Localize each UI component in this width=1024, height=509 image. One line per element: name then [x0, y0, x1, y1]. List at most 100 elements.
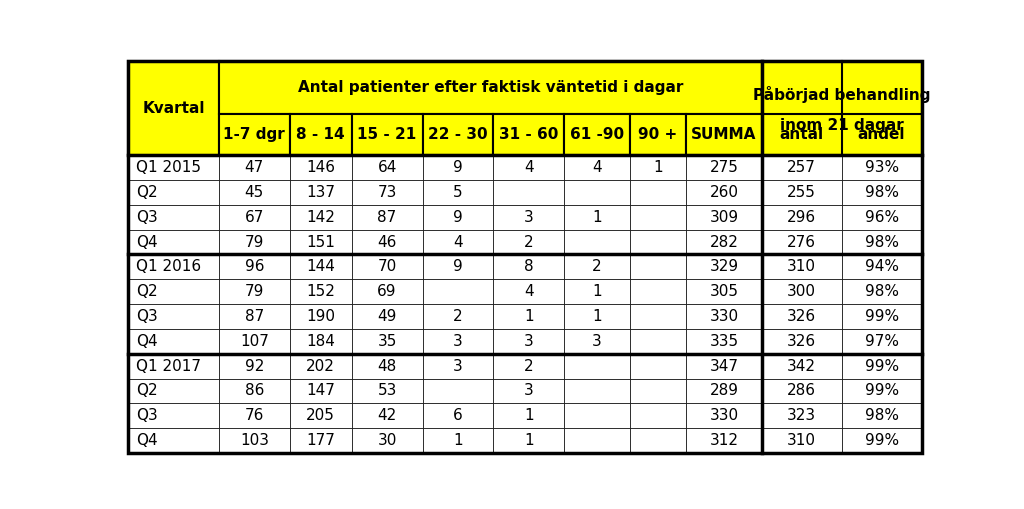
Bar — [494, 205, 564, 230]
Text: 1: 1 — [524, 309, 534, 324]
Bar — [494, 428, 564, 453]
Text: antal: antal — [779, 127, 823, 142]
Text: Q2: Q2 — [136, 185, 158, 200]
Bar — [219, 114, 290, 155]
Bar — [842, 428, 922, 453]
Text: 257: 257 — [787, 160, 816, 175]
Bar — [762, 180, 842, 205]
Bar — [219, 254, 290, 279]
Bar — [630, 354, 686, 379]
Bar — [842, 279, 922, 304]
Bar — [494, 279, 564, 304]
Text: 98%: 98% — [864, 185, 899, 200]
Text: 99%: 99% — [864, 359, 899, 374]
Bar — [842, 329, 922, 354]
Text: 92: 92 — [245, 359, 264, 374]
Text: 1: 1 — [524, 433, 534, 448]
Bar — [351, 230, 423, 254]
Bar — [423, 205, 494, 230]
Text: 98%: 98% — [864, 408, 899, 423]
Bar — [219, 155, 290, 180]
Text: 255: 255 — [787, 185, 816, 200]
Bar — [630, 403, 686, 428]
Text: 22 - 30: 22 - 30 — [428, 127, 487, 142]
Text: 1: 1 — [524, 408, 534, 423]
Bar — [290, 354, 351, 379]
Bar — [686, 205, 762, 230]
Text: 312: 312 — [710, 433, 738, 448]
Bar — [564, 205, 630, 230]
Bar — [564, 403, 630, 428]
Text: 305: 305 — [710, 284, 738, 299]
Bar — [564, 230, 630, 254]
Text: 4: 4 — [454, 235, 463, 249]
Text: 296: 296 — [787, 210, 816, 224]
Bar — [290, 155, 351, 180]
Bar — [423, 354, 494, 379]
Text: 146: 146 — [306, 160, 335, 175]
Text: Q4: Q4 — [136, 433, 158, 448]
Bar — [762, 254, 842, 279]
Bar — [630, 279, 686, 304]
Bar — [290, 379, 351, 403]
Text: 326: 326 — [787, 334, 816, 349]
Text: 98%: 98% — [864, 235, 899, 249]
Bar — [842, 254, 922, 279]
Text: 45: 45 — [245, 185, 264, 200]
Text: 202: 202 — [306, 359, 335, 374]
Bar — [351, 403, 423, 428]
Text: 1: 1 — [454, 433, 463, 448]
Bar — [686, 354, 762, 379]
Text: 184: 184 — [306, 334, 335, 349]
Text: 42: 42 — [378, 408, 396, 423]
Text: 330: 330 — [710, 309, 738, 324]
Text: 2: 2 — [454, 309, 463, 324]
Bar — [128, 329, 219, 354]
Text: 142: 142 — [306, 210, 335, 224]
Bar — [494, 114, 564, 155]
Text: 3: 3 — [592, 334, 602, 349]
Text: Q3: Q3 — [136, 408, 158, 423]
Text: 8: 8 — [524, 260, 534, 274]
Bar — [630, 114, 686, 155]
Text: 4: 4 — [524, 160, 534, 175]
Text: Antal patienter efter faktisk väntetid i dagar: Antal patienter efter faktisk väntetid i… — [298, 80, 683, 95]
Text: 323: 323 — [787, 408, 816, 423]
Text: 94%: 94% — [864, 260, 899, 274]
Bar — [686, 279, 762, 304]
Bar — [630, 379, 686, 403]
Bar — [351, 114, 423, 155]
Text: 342: 342 — [787, 359, 816, 374]
Bar — [128, 304, 219, 329]
Bar — [494, 354, 564, 379]
Bar — [351, 155, 423, 180]
Bar — [842, 304, 922, 329]
Bar — [219, 354, 290, 379]
Bar — [290, 114, 351, 155]
Text: Q4: Q4 — [136, 334, 158, 349]
Bar — [686, 180, 762, 205]
Text: 289: 289 — [710, 383, 738, 399]
Bar — [351, 304, 423, 329]
Bar — [564, 279, 630, 304]
Bar — [564, 180, 630, 205]
Text: 35: 35 — [378, 334, 396, 349]
Bar — [351, 205, 423, 230]
Bar — [219, 403, 290, 428]
Bar — [423, 230, 494, 254]
Bar — [564, 254, 630, 279]
Bar — [842, 403, 922, 428]
Bar — [423, 155, 494, 180]
Bar — [290, 230, 351, 254]
Text: 8 - 14: 8 - 14 — [296, 127, 345, 142]
Bar — [423, 279, 494, 304]
Text: 144: 144 — [306, 260, 335, 274]
Bar — [564, 428, 630, 453]
Bar — [351, 354, 423, 379]
Bar — [219, 304, 290, 329]
Text: inom 21 dagar: inom 21 dagar — [779, 118, 903, 132]
Text: 30: 30 — [378, 433, 396, 448]
Text: 275: 275 — [710, 160, 738, 175]
Bar — [686, 304, 762, 329]
Text: 99%: 99% — [864, 309, 899, 324]
